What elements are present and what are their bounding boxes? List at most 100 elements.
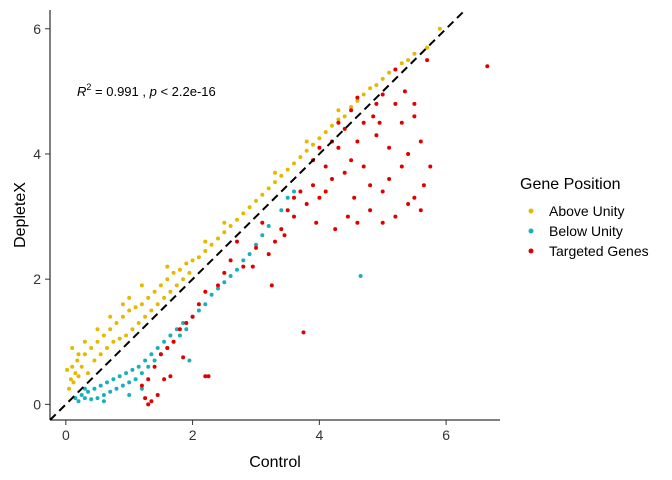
point-targeted-genes-42: [355, 139, 360, 144]
point-below-unity-46: [254, 242, 258, 247]
point-above-unity-58: [285, 167, 290, 172]
point-above-unity-92: [70, 346, 75, 350]
point-above-unity-76: [399, 61, 404, 66]
point-targeted-genes-64: [139, 383, 144, 388]
point-targeted-genes-2: [393, 67, 398, 72]
point-below-unity-30: [168, 333, 173, 338]
point-above-unity-72: [374, 83, 379, 88]
point-above-unity-52: [247, 205, 252, 210]
point-targeted-genes-5: [355, 95, 360, 100]
point-above-unity-93: [304, 139, 309, 144]
point-below-unity-7: [95, 396, 100, 401]
point-above-unity-1: [67, 386, 71, 391]
identity-reference-line: [49, 9, 466, 421]
legend-label-below-unity: Below Unity: [549, 223, 623, 239]
point-targeted-genes-36: [355, 220, 360, 225]
point-targeted-genes-47: [273, 239, 277, 244]
point-targeted-genes-0: [485, 64, 490, 69]
point-above-unity-7: [76, 374, 81, 379]
point-above-unity-22: [124, 333, 129, 338]
point-above-unity-9: [82, 352, 87, 357]
point-above-unity-27: [139, 302, 144, 307]
point-targeted-genes-21: [330, 177, 334, 181]
point-above-unity-29: [146, 295, 151, 300]
point-above-unity-68: [349, 105, 354, 109]
point-targeted-genes-70: [168, 374, 173, 379]
point-below-unity-1: [76, 399, 81, 404]
point-targeted-genes-88: [314, 220, 319, 225]
point-above-unity-89: [165, 264, 170, 269]
legend-key-above-unity: [528, 208, 534, 214]
point-above-unity-64: [323, 130, 328, 135]
point-below-unity-8: [98, 383, 103, 388]
point-targeted-genes-49: [254, 245, 258, 250]
point-above-unity-65: [330, 123, 334, 128]
p-symbol: p: [149, 84, 157, 99]
point-above-unity-39: [177, 267, 182, 272]
point-targeted-genes-84: [421, 183, 426, 188]
point-targeted-genes-86: [352, 195, 357, 200]
point-targeted-genes-10: [317, 145, 322, 150]
point-below-unity-34: [181, 321, 186, 325]
point-above-unity-94: [203, 239, 208, 244]
point-above-unity-70: [361, 92, 366, 97]
point-targeted-genes-29: [279, 227, 284, 232]
point-above-unity-0: [65, 367, 70, 372]
point-targeted-genes-65: [143, 396, 148, 401]
point-targeted-genes-4: [374, 101, 379, 106]
point-above-unity-47: [216, 236, 220, 241]
point-targeted-genes-16: [380, 189, 385, 194]
point-targeted-genes-45: [323, 164, 328, 169]
point-targeted-genes-74: [301, 330, 306, 335]
point-above-unity-32: [155, 302, 160, 307]
point-targeted-genes-8: [336, 120, 341, 125]
point-above-unity-8: [79, 364, 84, 369]
point-above-unity-88: [336, 108, 341, 113]
point-below-unity-40: [216, 286, 220, 291]
point-below-unity-12: [111, 377, 116, 382]
point-targeted-genes-28: [285, 208, 290, 213]
point-targeted-genes-53: [216, 283, 220, 288]
point-below-unity-26: [155, 346, 160, 350]
point-targeted-genes-33: [393, 214, 398, 219]
point-above-unity-80: [437, 26, 442, 31]
point-above-unity-25: [133, 305, 138, 310]
legend: Gene Position Above Unity Below Unity Targ…: [520, 176, 649, 259]
point-above-unity-6: [75, 358, 80, 363]
point-targeted-genes-87: [345, 214, 350, 219]
point-above-unity-20: [117, 336, 122, 341]
x-tick-label-3: 6: [442, 427, 450, 443]
point-below-unity-48: [266, 224, 271, 228]
point-targeted-genes-40: [412, 101, 417, 106]
point-below-unity-4: [86, 389, 90, 394]
y-tick-label-1: 2: [33, 271, 41, 287]
point-below-unity-43: [235, 267, 239, 272]
point-targeted-genes-79: [333, 227, 338, 232]
point-above-unity-19: [114, 321, 119, 325]
point-above-unity-46: [209, 242, 214, 247]
point-targeted-genes-81: [402, 89, 407, 94]
point-above-unity-38: [174, 283, 179, 288]
x-axis-ticks: 0 2 4 6: [62, 420, 450, 443]
point-above-unity-11: [89, 346, 94, 350]
point-targeted-genes-61: [158, 352, 163, 357]
point-above-unity-42: [187, 270, 192, 275]
point-above-unity-74: [387, 70, 392, 75]
point-targeted-genes-82: [371, 114, 376, 119]
point-above-unity-41: [184, 261, 189, 266]
point-below-unity-5: [89, 397, 94, 402]
point-above-unity-48: [222, 230, 227, 235]
point-targeted-genes-83: [377, 120, 382, 125]
point-below-unity-53: [187, 358, 192, 363]
point-targeted-genes-80: [393, 101, 398, 106]
point-above-unity-84: [95, 327, 100, 332]
point-above-unity-28: [143, 314, 148, 319]
point-below-unity-57: [139, 386, 144, 391]
x-axis-title: Control: [249, 454, 301, 471]
point-targeted-genes-15: [387, 177, 392, 181]
point-above-unity-17: [108, 327, 113, 332]
point-below-unity-17: [127, 380, 132, 385]
point-above-unity-73: [380, 76, 385, 81]
point-above-unity-79: [425, 45, 430, 50]
points-layer: [65, 26, 490, 407]
